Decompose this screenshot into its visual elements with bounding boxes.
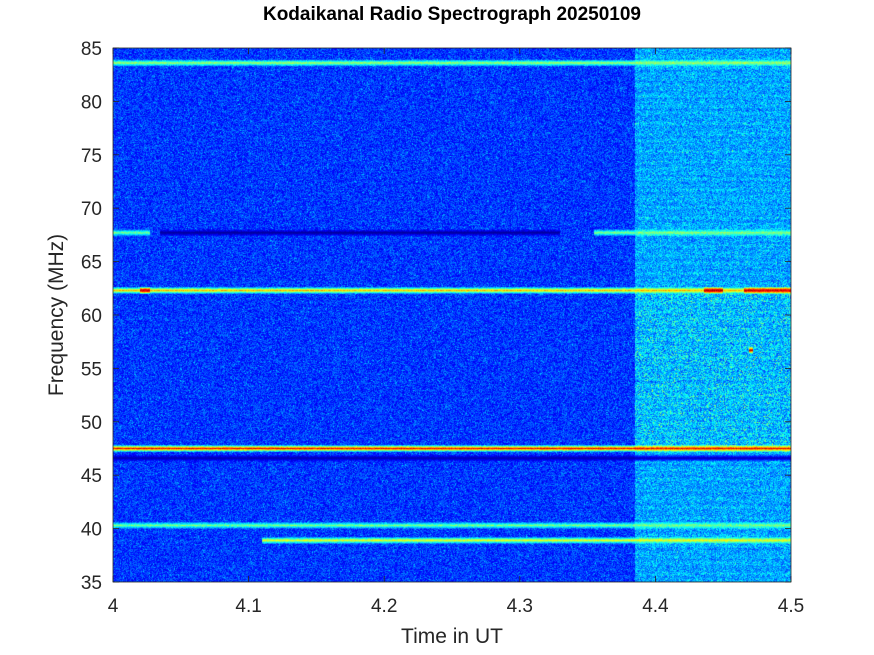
y-tick-label: 80 [81, 92, 102, 113]
x-tick-label: 4.2 [371, 596, 397, 617]
x-axis-ticks: 4 4.1 4.2 4.3 4.4 4.5 [108, 48, 804, 617]
x-tick-label: 4.3 [507, 596, 533, 617]
y-tick-label: 60 [81, 306, 102, 327]
y-tick-label: 75 [81, 146, 102, 167]
x-axis-label: Time in UT [401, 625, 503, 648]
x-tick-label: 4.5 [778, 596, 804, 617]
y-tick-label: 40 [81, 520, 102, 541]
y-tick-label: 85 [81, 39, 102, 60]
x-tick-label: 4.1 [235, 596, 261, 617]
y-tick-label: 70 [81, 199, 102, 220]
chart-title: Kodaikanal Radio Spectrograph 20250109 [262, 4, 642, 25]
x-tick-label: 4 [108, 596, 119, 617]
y-tick-label: 65 [81, 253, 102, 274]
y-tick-label: 50 [81, 413, 102, 434]
y-tick-label: 55 [81, 359, 102, 380]
spectrogram-heatmap [113, 48, 791, 582]
y-tick-label: 35 [81, 573, 102, 594]
y-tick-label: 45 [81, 466, 102, 487]
plot-area-frame [112, 47, 792, 583]
y-axis-label: Frequency (MHz) [45, 234, 68, 396]
x-tick-label: 4.4 [642, 596, 669, 617]
y-axis-ticks: 35 40 45 50 55 60 65 70 75 80 85 [81, 39, 791, 594]
